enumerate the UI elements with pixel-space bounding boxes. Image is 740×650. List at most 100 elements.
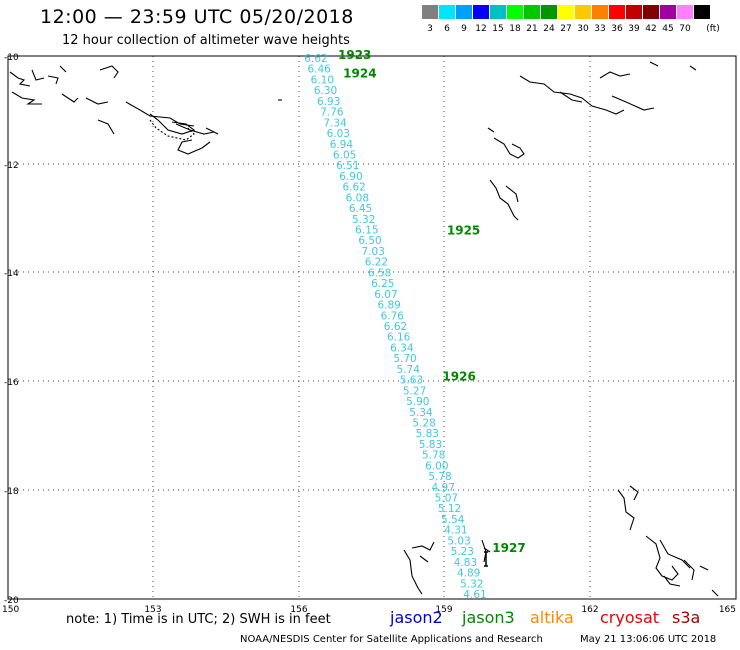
wave-height-label: 6.46 (307, 64, 331, 76)
legend-unit: (ft) (706, 24, 720, 34)
longitude-label: 162 (581, 605, 598, 615)
wave-height-label: 5.34 (409, 407, 433, 419)
wave-height-label: 5.74 (397, 364, 421, 376)
wave-height-label: 4.61 (463, 589, 486, 601)
wave-height-label: 5.23 (451, 546, 474, 558)
legend-label: 39 (628, 24, 640, 34)
wave-height-label: 5.63 (400, 375, 423, 387)
wave-height-label: 6.50 (358, 235, 381, 247)
wave-height-label: 6.25 (371, 278, 394, 290)
wave-height-label: 4.31 (444, 525, 467, 537)
wave-height-label: 5.32 (352, 214, 375, 226)
wave-height-label: 5.54 (441, 514, 465, 526)
wave-height-label: 5.12 (438, 503, 461, 515)
legend-label: 21 (526, 24, 538, 34)
legend-swatch (677, 5, 693, 19)
latitude-label: -20 (4, 596, 19, 606)
jason3-track: 6.626.466.106.306.937.767.346.036.946.05… (304, 53, 486, 601)
legend-label: 27 (560, 24, 572, 34)
wave-height-label: 6.51 (336, 160, 359, 172)
wave-height-label: 7.03 (362, 246, 385, 258)
wave-height-label: 6.76 (381, 310, 405, 322)
legend-label: 45 (662, 24, 674, 34)
lat-lon-grid (8, 56, 736, 599)
map-title: 12:00 — 23:59 UTC 05/20/2018 (40, 6, 354, 28)
legend-swatch (541, 5, 557, 19)
wave-height-label: 6.34 (390, 342, 414, 354)
longitude-label: 159 (435, 605, 452, 615)
wave-height-label: 6.16 (387, 332, 411, 344)
wave-height-label: 6.10 (311, 74, 334, 86)
longitude-label: 165 (719, 605, 736, 615)
legend-swatch (592, 5, 608, 19)
latitude-label: -10 (4, 53, 19, 63)
wave-height-label: 6.45 (349, 203, 372, 215)
wave-height-label: 6.89 (377, 300, 400, 312)
legend-label: 24 (543, 24, 555, 34)
footer-note: note: 1) Time is in UTC; 2) SWH is in fe… (66, 612, 331, 627)
wave-height-label: 6.90 (339, 171, 362, 183)
longitude-label: 150 (2, 605, 19, 615)
legend-swatch (422, 5, 438, 19)
wave-height-label: 5.83 (416, 428, 439, 440)
wave-height-label: 5.90 (406, 396, 429, 408)
footer-timestamp: May 21 13:06:06 UTC 2018 (580, 634, 717, 645)
wave-height-label: 6.58 (368, 267, 391, 279)
latitude-label: -14 (4, 269, 19, 279)
legend-swatch (643, 5, 659, 19)
pass-time-label: 1927 (492, 541, 525, 555)
legend-swatch (439, 5, 455, 19)
satellite-name: s3a (672, 608, 701, 627)
wave-height-label: 5.78 (428, 471, 451, 483)
legend-label: 9 (461, 24, 467, 34)
latitude-label: -16 (4, 378, 19, 388)
legend-swatch (473, 5, 489, 19)
legend-label: 12 (475, 24, 487, 34)
wave-height-label: 6.30 (314, 85, 337, 97)
legend-label: 15 (492, 24, 504, 34)
wave-height-label: 6.93 (317, 96, 340, 108)
map-subtitle: 12 hour collection of altimeter wave hei… (62, 33, 350, 48)
pass-time-label: 1924 (343, 67, 376, 81)
wave-height-label: 5.70 (393, 353, 416, 365)
wave-height-label: 5.32 (460, 578, 483, 590)
wave-height-label: 4.97 (432, 482, 455, 494)
wave-height-label: 6.08 (346, 192, 369, 204)
pass-time-label: 1923 (338, 48, 371, 62)
wave-height-label: 6.00 (425, 460, 448, 472)
legend-label: 18 (509, 24, 521, 34)
wave-height-label: 6.15 (355, 225, 378, 237)
wave-height-label: 7.76 (320, 107, 344, 119)
pass-time-labels: 1923 1924 1925 1926 1927 (338, 48, 526, 555)
wave-height-label: 5.03 (447, 535, 470, 547)
wave-height-label: 5.83 (419, 439, 442, 451)
legend-swatch (456, 5, 472, 19)
longitude-label: 153 (144, 605, 161, 615)
satellite-name: jason2 (390, 608, 443, 627)
satellite-name: jason3 (462, 608, 515, 627)
wave-height-label: 6.62 (384, 321, 407, 333)
legend-swatch (694, 5, 710, 19)
wave-height-label: 7.34 (323, 117, 347, 129)
coastlines (9, 61, 719, 597)
wave-height-label: 4.89 (457, 568, 480, 580)
legend-label: 3 (427, 24, 433, 34)
wave-height-label: 5.78 (422, 450, 445, 462)
pass-time-label: 1925 (447, 224, 480, 238)
map-frame (7, 55, 737, 600)
legend-label: 36 (611, 24, 623, 34)
legend-swatch (507, 5, 523, 19)
legend-label: 6 (444, 24, 450, 34)
wave-height-label: 5.28 (412, 417, 435, 429)
legend-label: 33 (594, 24, 606, 34)
legend-swatch (660, 5, 676, 19)
satellite-name: cryosat (600, 608, 660, 627)
legend-label: 42 (645, 24, 657, 34)
wave-height-label: 4.83 (454, 557, 477, 569)
wave-height-label: 5.07 (435, 493, 458, 505)
legend-swatch (609, 5, 625, 19)
wave-height-label: 6.05 (333, 149, 356, 161)
longitude-label: 156 (290, 605, 307, 615)
legend-label: 30 (577, 24, 589, 34)
